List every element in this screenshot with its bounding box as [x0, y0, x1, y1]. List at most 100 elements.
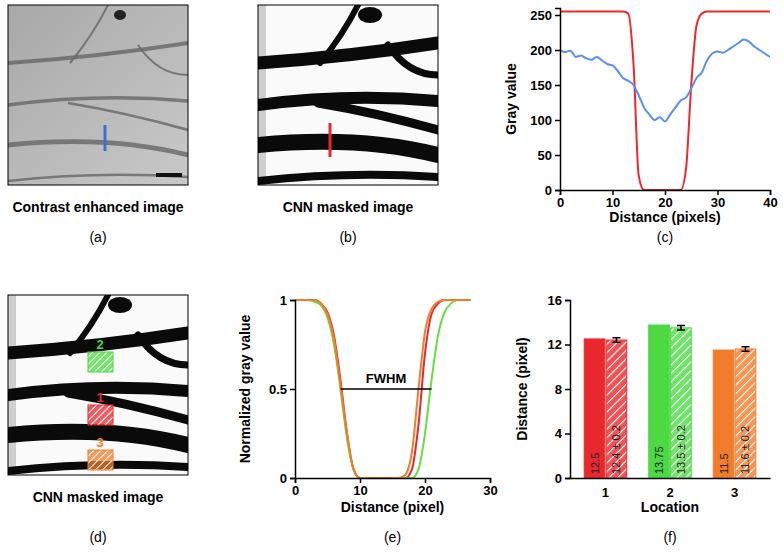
- vessel: [320, 5, 358, 63]
- vessel: [388, 45, 438, 75]
- tick: 12: [548, 337, 570, 352]
- axis-line: [555, 9, 561, 191]
- image-panel: [258, 5, 438, 185]
- x-axis-title: Distance (pixel): [341, 499, 444, 515]
- scale-bar: [156, 173, 182, 177]
- tick-mark: [555, 120, 560, 122]
- vessel: [318, 103, 438, 130]
- tick-mark: [565, 433, 570, 435]
- tick-label: 0: [292, 483, 299, 498]
- image-content: [258, 5, 438, 185]
- data-line: [295, 300, 471, 478]
- panel-caption: (b): [339, 229, 356, 245]
- vessel: [8, 43, 188, 63]
- tick-label: 0.5: [269, 382, 287, 397]
- region: [88, 352, 113, 372]
- tick: 0: [545, 183, 560, 198]
- data-label: 12.5: [589, 453, 601, 474]
- vessel: [138, 335, 188, 365]
- data-label: 13.5 ± 0.2: [675, 425, 687, 474]
- tick: 16: [548, 293, 570, 308]
- region-label: 3: [96, 435, 103, 450]
- region: [88, 405, 113, 425]
- panel-caption: (d): [89, 529, 106, 545]
- tick-mark: [555, 50, 560, 52]
- tick-label: 20: [418, 483, 432, 498]
- image-frame: [8, 5, 188, 185]
- tick: 2: [666, 478, 673, 500]
- x-axis: 0 10 20 30: [292, 478, 498, 498]
- data-line: [295, 300, 471, 478]
- edge-shade: [258, 5, 266, 185]
- vessel: [8, 175, 188, 181]
- y-axis-title: Gray value: [503, 63, 519, 135]
- tick-label: 3: [731, 485, 738, 500]
- dark-spot: [358, 7, 382, 23]
- tick-label: 10: [353, 483, 367, 498]
- panel-caption: (a): [89, 229, 106, 245]
- tick: 30: [711, 190, 725, 210]
- tick-label: 12: [548, 337, 562, 352]
- tick-label: 0: [557, 195, 564, 210]
- figure: Contrast enhanced image(a)CNN masked ima…: [0, 0, 783, 558]
- tick-label: 1: [602, 485, 609, 500]
- tick-label: 40: [763, 195, 777, 210]
- tick-label: 8: [555, 382, 562, 397]
- vessel: [68, 393, 188, 420]
- tick-label: 200: [530, 43, 552, 58]
- tick: 30: [483, 478, 497, 498]
- tick: 8: [555, 382, 570, 397]
- axis-line: [571, 478, 771, 480]
- tick: 0: [292, 478, 299, 498]
- tick-label: 16: [548, 293, 562, 308]
- image-background: [8, 5, 188, 185]
- vessel: [70, 5, 108, 63]
- tick: 40: [763, 190, 777, 210]
- tick: 0.5: [269, 382, 295, 397]
- bar: [649, 325, 670, 478]
- vessel: [68, 103, 188, 130]
- error-bar: [612, 338, 620, 342]
- error-bar: [677, 326, 685, 330]
- tick: 10: [353, 478, 367, 498]
- tick: 150: [530, 78, 560, 93]
- vessel: [258, 43, 438, 63]
- figure-svg: Contrast enhanced image(a)CNN masked ima…: [0, 0, 783, 558]
- bar: [735, 349, 756, 478]
- tick: 4: [555, 426, 570, 441]
- region: [88, 450, 113, 470]
- tick-mark: [290, 478, 295, 480]
- data-line: [295, 300, 471, 478]
- image-background: [258, 5, 438, 185]
- data-label: 11.5: [718, 453, 730, 474]
- tick: 3: [731, 478, 738, 500]
- x-axis-title: Distance (pixels): [609, 209, 720, 225]
- bar: [671, 328, 692, 478]
- tick-label: 30: [483, 483, 497, 498]
- vessel: [8, 333, 188, 353]
- x-axis-title: Location: [641, 499, 699, 515]
- image-frame: [8, 295, 188, 475]
- tick-mark: [555, 190, 560, 192]
- edge-shade: [8, 295, 16, 475]
- x-axis: 1 2 3: [571, 478, 771, 500]
- panel-caption: (f): [663, 529, 676, 545]
- tick-label: 0: [280, 471, 287, 486]
- tick: 0: [280, 471, 295, 486]
- tick-mark: [555, 15, 560, 17]
- axis-line: [565, 301, 571, 479]
- bar: [584, 339, 605, 478]
- tick-label: 50: [538, 148, 552, 163]
- image-frame: [258, 5, 438, 185]
- tick-mark: [565, 389, 570, 391]
- tick-mark: [565, 300, 570, 302]
- tick: 200: [530, 43, 560, 58]
- tick-label: 10: [606, 195, 620, 210]
- data-label: 12.4 ± 0.2: [610, 425, 622, 474]
- data-line: [560, 40, 770, 122]
- tick: 10: [606, 190, 620, 210]
- profile-marker: [104, 125, 107, 151]
- bar: [606, 340, 627, 478]
- data-labels: 12.513.7511.512.4 ± 0.213.5 ± 0.211.6 ± …: [589, 425, 752, 474]
- image-panel: [8, 5, 188, 185]
